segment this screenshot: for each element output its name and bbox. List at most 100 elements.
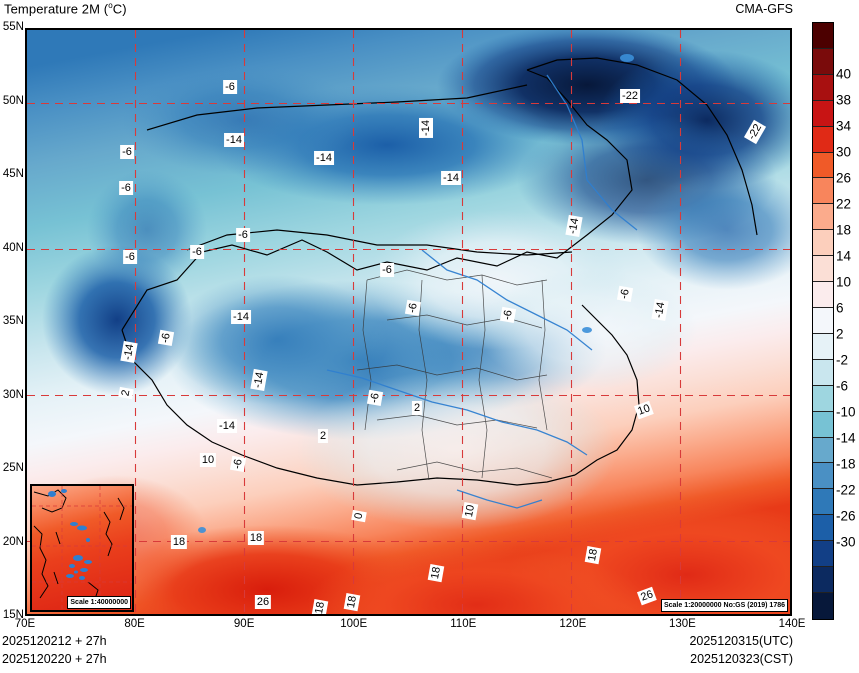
colorbar-swatch xyxy=(813,74,833,101)
contour-label: -6 xyxy=(119,181,133,195)
latitude-tick: 30N xyxy=(2,388,24,401)
colorbar-tick: -26 xyxy=(836,508,856,524)
contour-label: 0 xyxy=(351,509,367,523)
contour-label: 26 xyxy=(254,595,272,609)
colorbar-tick: -6 xyxy=(836,378,849,394)
latitude-tick: 25N xyxy=(2,462,24,474)
contour-label: -14 xyxy=(120,340,138,364)
colorbar-swatch xyxy=(813,48,833,75)
colorbar-swatch xyxy=(813,463,833,490)
contour-label: -14 xyxy=(651,298,669,322)
footer-valid-time-cst: 2025120323(CST) xyxy=(690,652,793,666)
contour-label: -14 xyxy=(441,171,461,185)
colorbar-swatch xyxy=(813,385,833,412)
colorbar-swatch xyxy=(813,204,833,231)
footer-init-time-cst: 2025120220 + 27h xyxy=(2,652,107,666)
colorbar-swatch xyxy=(813,152,833,179)
contour-label-layer: -6 -6 -6 -14 -14 -14 -14 -22 -22 -14 -6 -6 -6 -6 -6 -14… xyxy=(27,30,790,614)
colorbar-tick: 6 xyxy=(836,300,844,316)
contour-label: -14 xyxy=(314,151,334,165)
longitude-tick: 120E xyxy=(559,618,587,630)
colorbar-swatch xyxy=(813,256,833,283)
colorbar-tick-labels: 40 38 34 30 26 22 18 14 10 6 2 -2 -6 -10 -14 -18 -22 -26 -… xyxy=(836,22,859,620)
contour-label: -14 xyxy=(419,118,433,138)
colorbar-tick: -2 xyxy=(836,352,849,368)
colorbar-tick: -10 xyxy=(836,404,856,420)
latitude-tick: 35N xyxy=(2,315,24,327)
longitude-tick: 90E xyxy=(233,618,255,630)
colorbar-tick: 38 xyxy=(836,92,852,108)
colorbar-swatch xyxy=(813,541,833,568)
contour-label: 2 xyxy=(411,401,423,415)
longitude-tick: 100E xyxy=(340,618,368,630)
latitude-tick: 40N xyxy=(2,241,24,254)
contour-label: 18 xyxy=(247,531,265,545)
colorbar-swatch xyxy=(813,592,833,619)
colorbar-swatch xyxy=(813,282,833,308)
latitude-tick: 20N xyxy=(2,535,24,548)
colorbar-tick: 30 xyxy=(836,144,852,160)
rivers xyxy=(326,74,638,509)
province-borders xyxy=(356,269,553,481)
contour-label: -14 xyxy=(250,368,268,392)
contour-label: 18 xyxy=(343,592,361,612)
contour-label: -6 xyxy=(120,145,134,159)
contour-label: -6 xyxy=(380,263,394,277)
colorbar-tick: 14 xyxy=(836,248,852,264)
colorbar-tick: 40 xyxy=(836,66,852,82)
latitude-tick: 15N xyxy=(2,609,24,621)
lakes xyxy=(198,54,634,533)
footer-valid-time-utc: 2025120315(UTC) xyxy=(689,634,793,648)
contour-label: 10 xyxy=(633,400,655,420)
contour-label: -6 xyxy=(236,228,250,242)
contour-label: -14 xyxy=(565,214,583,238)
colorbar-tick: 10 xyxy=(836,274,852,290)
map-scale-label: Scale 1:20000000 No:GS (2019) 1786 xyxy=(660,599,788,612)
contour-label: 2 xyxy=(317,429,329,443)
colorbar-swatch xyxy=(813,178,833,205)
colorbar-tick: -30 xyxy=(836,534,856,550)
colorbar-swatch xyxy=(813,411,833,438)
inset-scale-label: Scale 1:40000000 xyxy=(67,596,131,609)
model-label: CMA-GFS xyxy=(735,2,793,16)
contour-label: -14 xyxy=(217,419,237,433)
contour-label: -14 xyxy=(224,133,244,147)
latitude-tick: 50N xyxy=(2,94,24,107)
contour-label: -6 xyxy=(404,299,422,317)
contour-label: -6 xyxy=(223,80,237,94)
contour-label: -6 xyxy=(366,389,384,407)
contour-label: 26 xyxy=(636,586,658,606)
colorbar-swatch xyxy=(813,489,833,516)
colorbar-swatch xyxy=(813,23,833,49)
colorbar-tick: 26 xyxy=(836,170,852,186)
contour-label: 2 xyxy=(118,386,134,400)
latitude-tick: 45N xyxy=(2,168,24,180)
contour-label: 18 xyxy=(170,535,188,549)
south-china-sea-inset[interactable]: Scale 1:40000000 xyxy=(30,484,134,612)
contour-label: -6 xyxy=(616,285,634,303)
contour-label: -6 xyxy=(229,455,247,473)
colorbar-swatch xyxy=(813,100,833,127)
colorbar-swatch xyxy=(813,567,833,593)
contour-label: -6 xyxy=(157,329,175,347)
colorbar-swatch xyxy=(813,307,833,334)
contour-label: -6 xyxy=(499,306,517,324)
colorbar-tick: 18 xyxy=(836,222,852,238)
longitude-tick: 140E xyxy=(778,618,806,630)
colorbar-tick: -18 xyxy=(836,456,856,472)
longitude-tick: 70E xyxy=(14,618,36,630)
country-borders xyxy=(121,57,758,486)
colorbar-swatch xyxy=(813,437,833,464)
contour-label: -22 xyxy=(743,119,767,145)
colorbar-tick: -22 xyxy=(836,482,856,498)
colorbar[interactable] xyxy=(812,22,834,620)
colorbar-swatch xyxy=(813,230,833,257)
map-canvas[interactable]: -6 -6 -6 -14 -14 -14 -14 -22 -22 -14 -6 -6 -6 -6 -6 -14… xyxy=(25,28,792,616)
longitude-tick: 110E xyxy=(450,618,477,630)
colorbar-swatch xyxy=(813,126,833,153)
contour-label: -22 xyxy=(620,89,640,103)
colorbar-tick: 22 xyxy=(836,196,852,212)
colorbar-tick: 2 xyxy=(836,326,844,342)
contour-label: 18 xyxy=(311,598,329,614)
colorbar-tick: -14 xyxy=(836,430,856,446)
